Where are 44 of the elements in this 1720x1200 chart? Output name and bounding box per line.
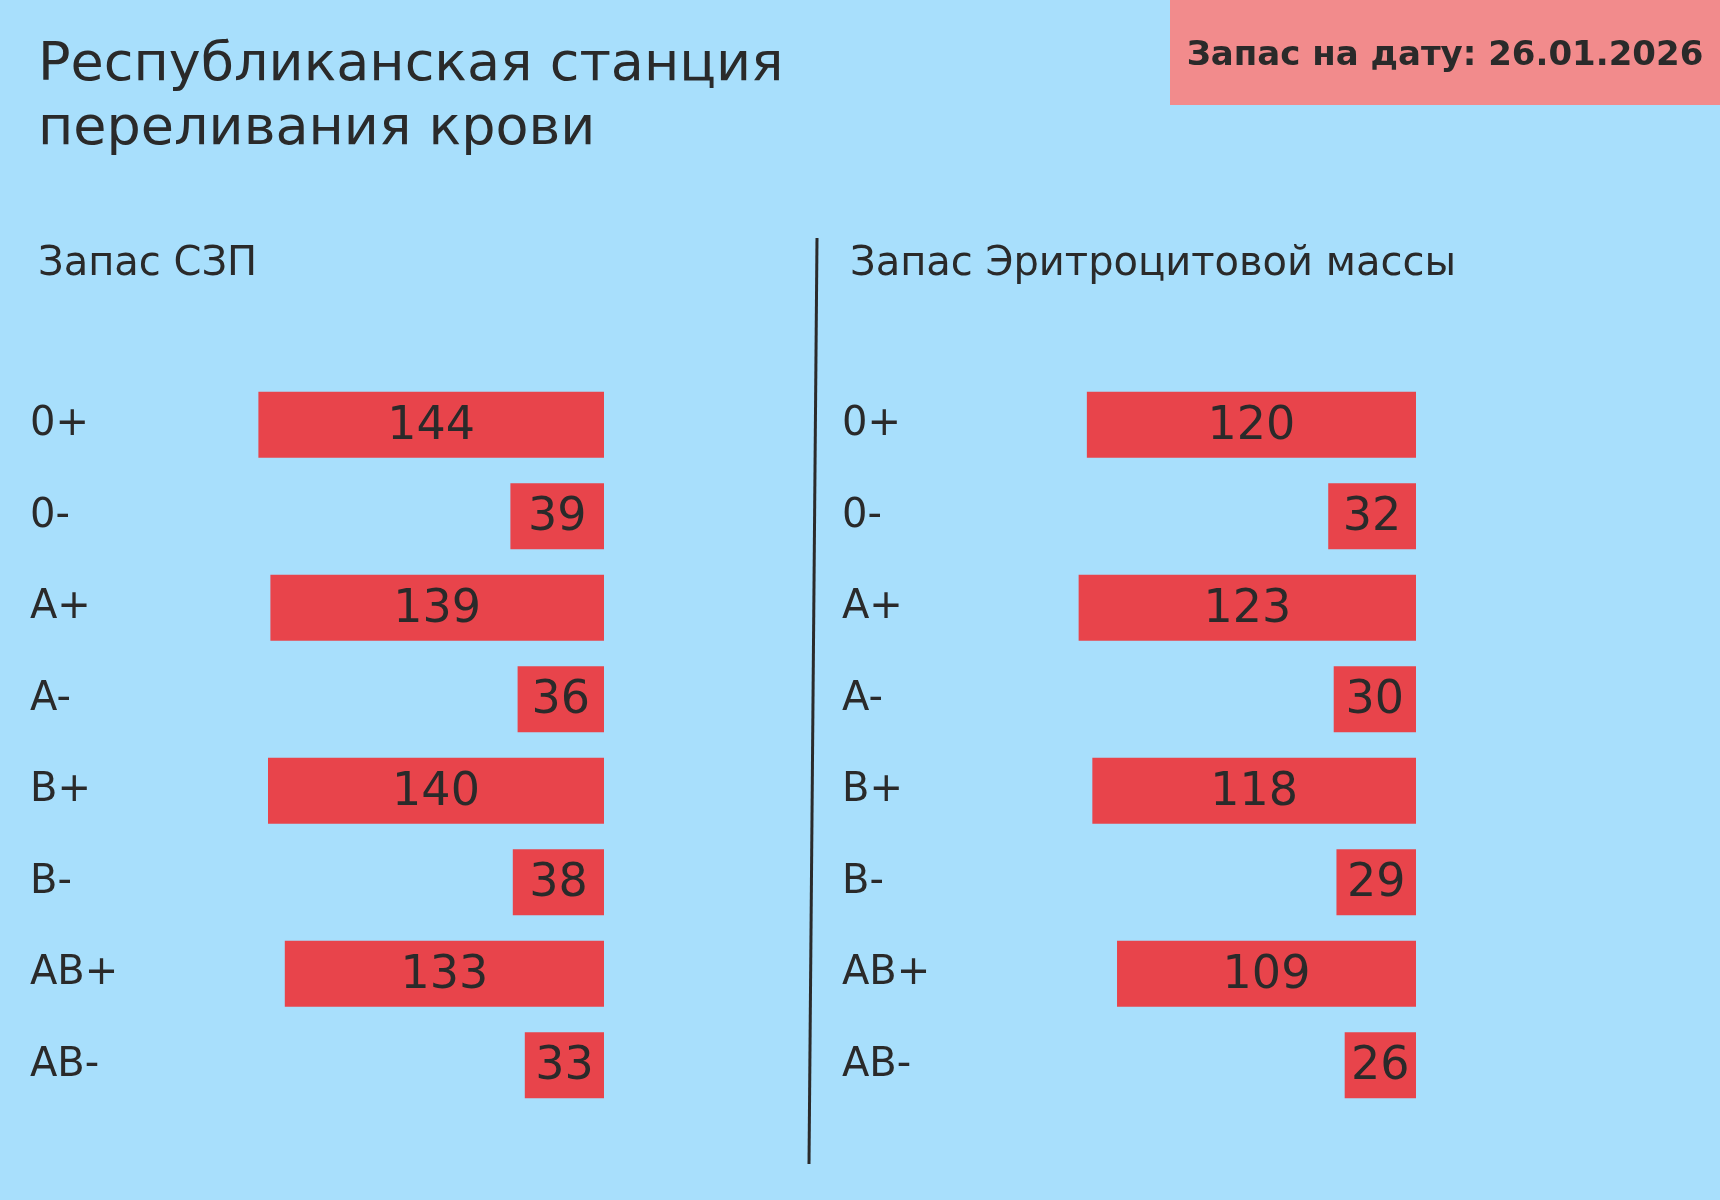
data-label: 144 <box>387 395 476 450</box>
bar <box>258 391 604 458</box>
bar <box>268 757 604 824</box>
y-tick-label: 0+ <box>842 398 901 445</box>
bar <box>1086 391 1416 458</box>
bar <box>1092 757 1416 824</box>
bar <box>1117 940 1416 1007</box>
data-label: 30 <box>1345 670 1405 725</box>
data-label: 33 <box>535 1036 594 1091</box>
chart-subtitle: Запас СЗП <box>38 238 258 284</box>
y-tick-label: AB+ <box>842 947 931 994</box>
y-tick-label: B+ <box>842 764 903 811</box>
data-label: 123 <box>1203 578 1292 633</box>
y-tick-label: A+ <box>30 581 91 628</box>
y-tick-label: A- <box>30 672 71 719</box>
data-label: 109 <box>1222 944 1311 999</box>
bar <box>270 574 604 641</box>
data-label: 29 <box>1346 853 1406 908</box>
data-label: 120 <box>1207 395 1296 450</box>
y-tick-label: 0- <box>30 489 70 536</box>
y-tick-label: AB- <box>842 1038 912 1085</box>
y-tick-label: A- <box>842 672 883 719</box>
chart-subtitle: Запас Эритроцитовой массы <box>850 238 1457 284</box>
data-label: 39 <box>527 487 587 542</box>
y-tick-label: A+ <box>842 581 903 628</box>
data-label: 32 <box>1342 487 1402 542</box>
data-label: 118 <box>1210 761 1299 816</box>
y-tick-label: AB+ <box>30 947 119 994</box>
chart-title: Республиканская станция переливания крови <box>38 30 785 158</box>
y-tick-label: AB- <box>30 1038 100 1085</box>
text: Запас на дату: 26.01.2026 <box>1170 0 1720 105</box>
y-tick-label: 0+ <box>30 398 89 445</box>
data-label: 140 <box>392 761 480 816</box>
data-label: 139 <box>393 578 482 633</box>
data-label: 36 <box>531 670 591 725</box>
y-tick-label: B+ <box>30 764 91 811</box>
data-label: 38 <box>529 853 588 908</box>
y-tick-label: 0- <box>842 489 882 536</box>
y-tick-label: B- <box>30 855 72 902</box>
data-label: 133 <box>400 944 489 999</box>
bar <box>1078 574 1416 641</box>
data-label: 26 <box>1351 1036 1410 1091</box>
y-tick-label: B- <box>842 855 884 902</box>
bar <box>284 940 604 1007</box>
